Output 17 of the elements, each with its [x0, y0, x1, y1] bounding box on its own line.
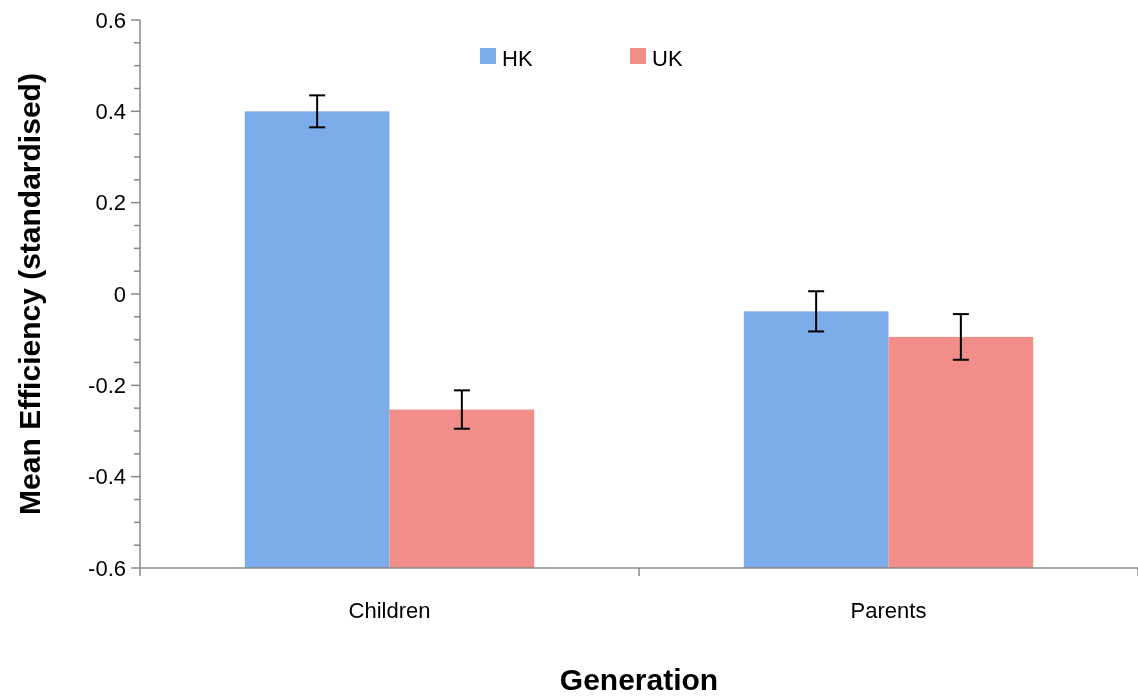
y-tick-label: 0.4	[95, 99, 126, 125]
bar	[743, 311, 889, 568]
y-tick-label: -0.6	[88, 555, 126, 581]
y-tick-label: 0	[113, 281, 126, 307]
y-tick-label: -0.2	[88, 373, 126, 399]
bar	[244, 111, 390, 568]
x-axis-title: Generation	[559, 663, 719, 696]
y-tick-label: 0.6	[95, 7, 126, 33]
bar	[888, 336, 1034, 568]
legend-label: HK	[502, 45, 533, 71]
x-tick-label: Parents	[850, 598, 927, 623]
y-tick-label: 0.2	[95, 190, 126, 216]
y-axis-title: Mean Efficiency (standardised)	[13, 73, 46, 515]
y-tick-label: -0.4	[88, 464, 126, 490]
bar	[389, 409, 535, 568]
x-tick-label: Children	[348, 598, 431, 623]
legend-label: UK	[652, 45, 683, 71]
